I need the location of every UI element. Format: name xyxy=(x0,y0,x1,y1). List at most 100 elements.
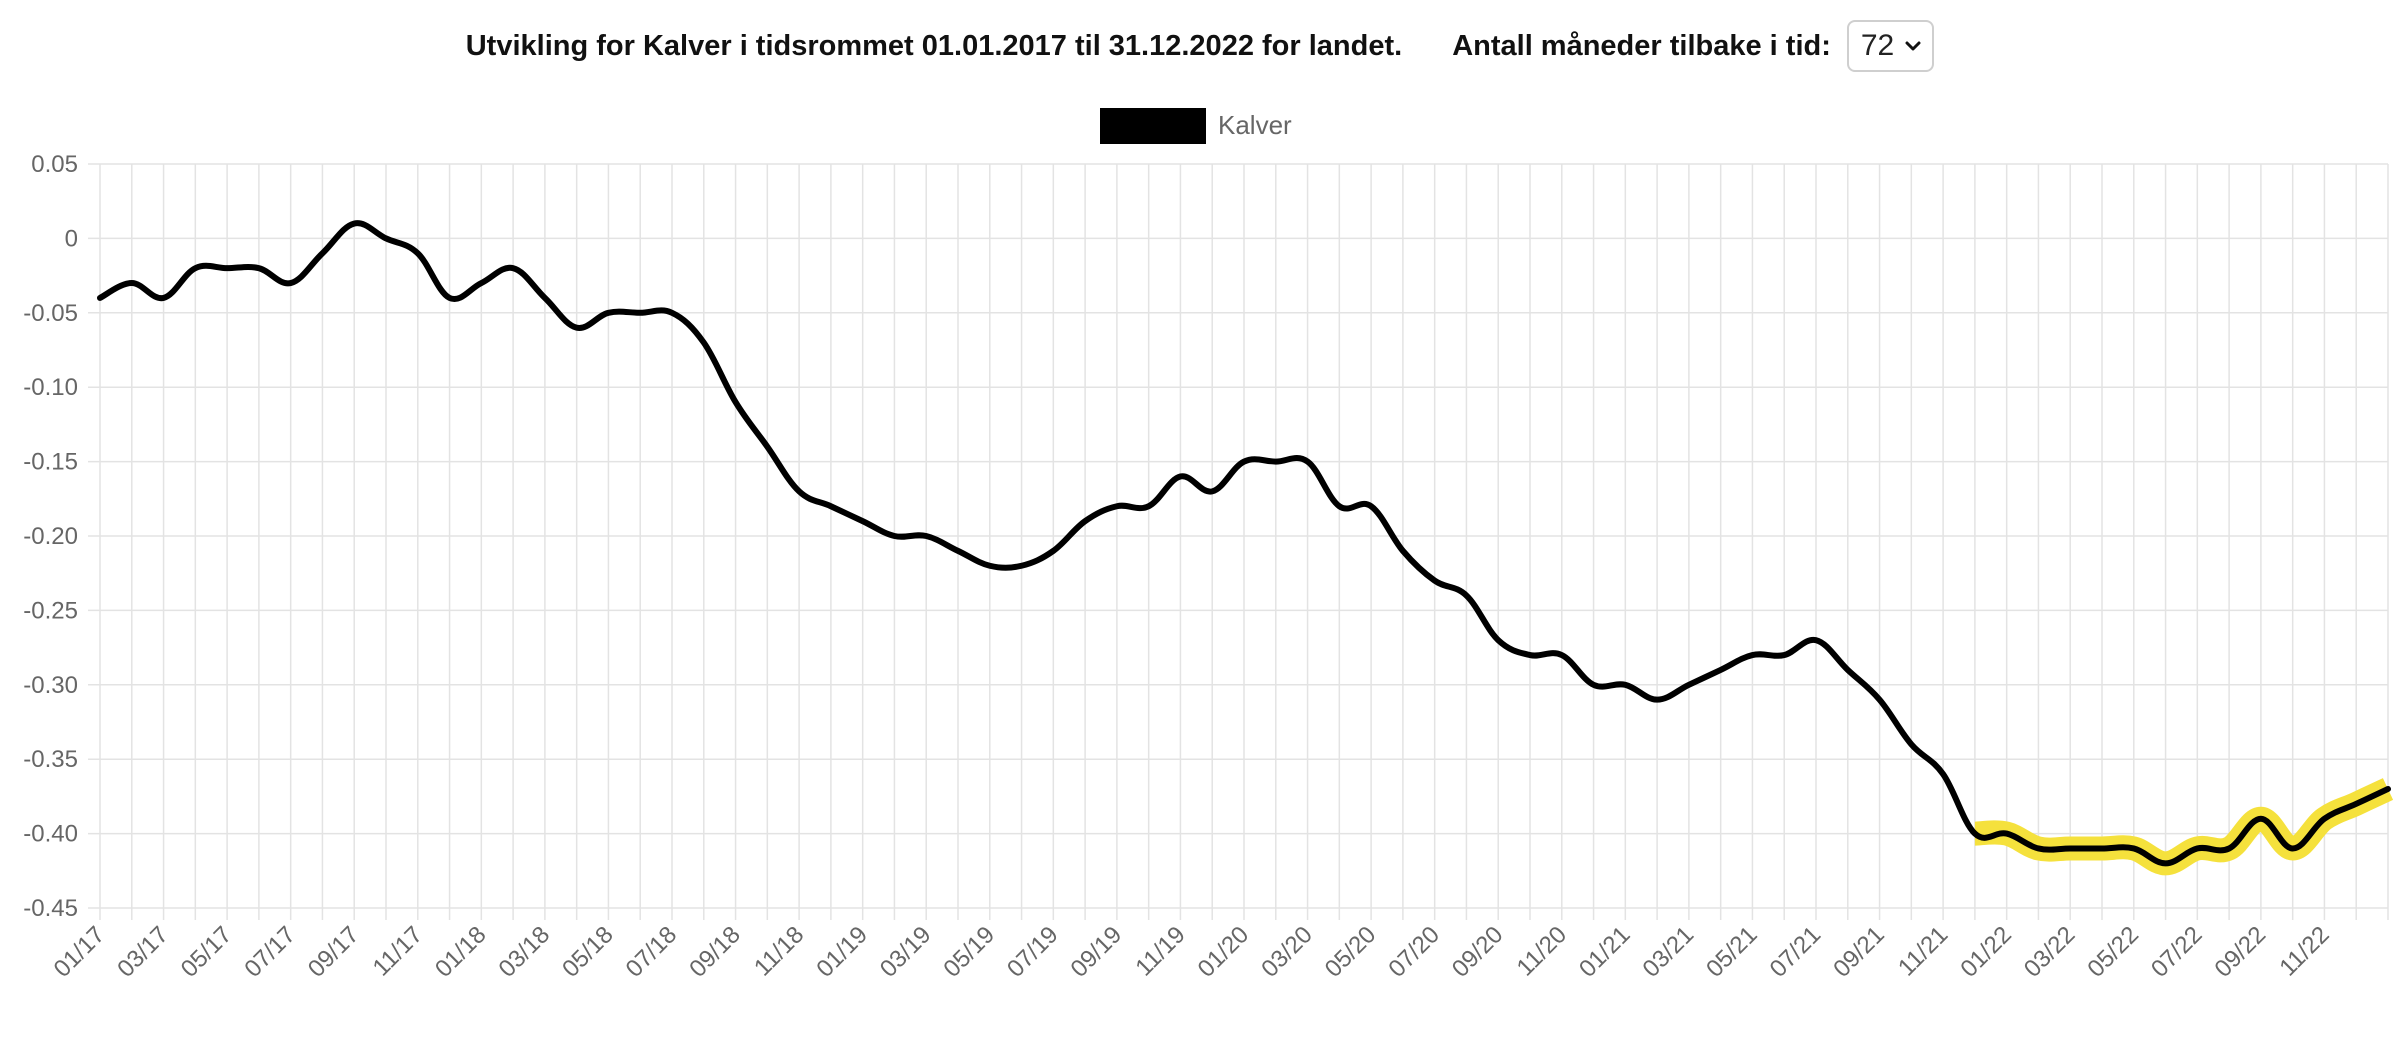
y-tick-label: -0.40 xyxy=(23,821,78,848)
y-tick-label: -0.30 xyxy=(23,672,78,699)
y-tick-label: -0.15 xyxy=(23,449,78,476)
data-point[interactable] xyxy=(1240,458,1248,466)
x-tick-label: 11/17 xyxy=(368,921,428,981)
data-point[interactable] xyxy=(477,279,485,287)
data-point[interactable] xyxy=(1399,547,1407,555)
data-point[interactable] xyxy=(604,309,612,317)
data-point[interactable] xyxy=(1685,681,1693,689)
data-point[interactable] xyxy=(1367,502,1375,510)
data-point[interactable] xyxy=(859,517,867,525)
x-tick-label: 09/19 xyxy=(1066,921,1128,983)
x-tick-label: 01/18 xyxy=(430,921,492,983)
data-point[interactable] xyxy=(1494,636,1502,644)
data-point[interactable] xyxy=(1304,458,1312,466)
data-point[interactable] xyxy=(1558,651,1566,659)
data-point[interactable] xyxy=(287,279,295,287)
data-point[interactable] xyxy=(255,264,263,272)
x-tick-label: 01/20 xyxy=(1193,921,1255,983)
data-point[interactable] xyxy=(1844,666,1852,674)
y-tick-label: -0.35 xyxy=(23,746,78,773)
data-point[interactable] xyxy=(2034,844,2042,852)
data-point[interactable] xyxy=(1462,592,1470,600)
data-point[interactable] xyxy=(1621,681,1629,689)
data-point[interactable] xyxy=(1907,740,1915,748)
data-point[interactable] xyxy=(795,487,803,495)
data-point[interactable] xyxy=(191,264,199,272)
data-point[interactable] xyxy=(1590,681,1598,689)
data-point[interactable] xyxy=(827,502,835,510)
data-point[interactable] xyxy=(160,294,168,302)
months-select[interactable]: 72 xyxy=(1846,20,1935,72)
data-point[interactable] xyxy=(1971,830,1979,838)
data-point[interactable] xyxy=(668,309,676,317)
legend-label-kalver: Kalver xyxy=(1218,110,1292,140)
data-point[interactable] xyxy=(1939,770,1947,778)
data-point[interactable] xyxy=(1208,487,1216,495)
x-tick-label: 07/22 xyxy=(2146,921,2208,983)
data-point[interactable] xyxy=(1780,651,1788,659)
data-point[interactable] xyxy=(318,249,326,257)
data-point[interactable] xyxy=(1812,636,1820,644)
data-point[interactable] xyxy=(573,324,581,332)
data-point[interactable] xyxy=(1431,577,1439,585)
data-point[interactable] xyxy=(636,309,644,317)
data-point[interactable] xyxy=(350,220,358,228)
data-point[interactable] xyxy=(1018,562,1026,570)
data-point[interactable] xyxy=(1717,666,1725,674)
data-point[interactable] xyxy=(2257,815,2265,823)
data-point[interactable] xyxy=(2003,830,2011,838)
data-point[interactable] xyxy=(2193,844,2201,852)
y-tick-label: -0.25 xyxy=(23,597,78,624)
data-point[interactable] xyxy=(1272,458,1280,466)
data-point[interactable] xyxy=(2384,785,2392,793)
data-point[interactable] xyxy=(2352,800,2360,808)
data-point[interactable] xyxy=(223,264,231,272)
x-tick-label: 11/20 xyxy=(1512,921,1572,981)
data-point[interactable] xyxy=(96,294,104,302)
data-point[interactable] xyxy=(2289,844,2297,852)
data-point[interactable] xyxy=(954,547,962,555)
data-point[interactable] xyxy=(1748,651,1756,659)
data-point[interactable] xyxy=(922,532,930,540)
data-point[interactable] xyxy=(2320,815,2328,823)
data-point[interactable] xyxy=(1081,517,1089,525)
x-tick-label: 03/22 xyxy=(2019,921,2081,983)
data-point[interactable] xyxy=(382,234,390,242)
data-point[interactable] xyxy=(986,562,994,570)
x-tick-label: 03/21 xyxy=(1638,921,1700,983)
data-point[interactable] xyxy=(763,443,771,451)
data-point[interactable] xyxy=(2098,844,2106,852)
data-point[interactable] xyxy=(2130,844,2138,852)
data-point[interactable] xyxy=(1145,502,1153,510)
data-point[interactable] xyxy=(2162,859,2170,867)
data-point[interactable] xyxy=(1653,696,1661,704)
data-point[interactable] xyxy=(2066,844,2074,852)
x-tick-label: 05/20 xyxy=(1320,921,1382,983)
x-tick-label: 09/22 xyxy=(2210,921,2272,983)
y-tick-label: -0.10 xyxy=(23,374,78,401)
data-point[interactable] xyxy=(2225,844,2233,852)
legend[interactable]: Kalver xyxy=(1100,108,1292,144)
y-tick-label: -0.45 xyxy=(23,895,78,922)
x-tick-label: 09/18 xyxy=(684,921,746,983)
data-point[interactable] xyxy=(541,294,549,302)
data-point[interactable] xyxy=(1526,651,1534,659)
y-axis-ticks: 0.05 0 -0.05 -0.10 -0.15 -0.20 -0.25 -0.30 -0.35… xyxy=(23,151,78,922)
x-tick-label: 09/21 xyxy=(1828,921,1890,983)
data-point[interactable] xyxy=(414,249,422,257)
data-point[interactable] xyxy=(1113,502,1121,510)
data-point[interactable] xyxy=(1335,502,1343,510)
data-point[interactable] xyxy=(446,294,454,302)
data-point[interactable] xyxy=(890,532,898,540)
data-point[interactable] xyxy=(1876,696,1884,704)
data-point[interactable] xyxy=(1176,472,1184,480)
x-tick-label: 01/22 xyxy=(1955,921,2017,983)
data-point[interactable] xyxy=(732,398,740,406)
data-point[interactable] xyxy=(700,339,708,347)
series-kalver xyxy=(97,220,2391,867)
x-tick-label: 09/20 xyxy=(1447,921,1509,983)
data-point[interactable] xyxy=(1049,547,1057,555)
data-point[interactable] xyxy=(509,264,517,272)
data-point[interactable] xyxy=(128,279,136,287)
